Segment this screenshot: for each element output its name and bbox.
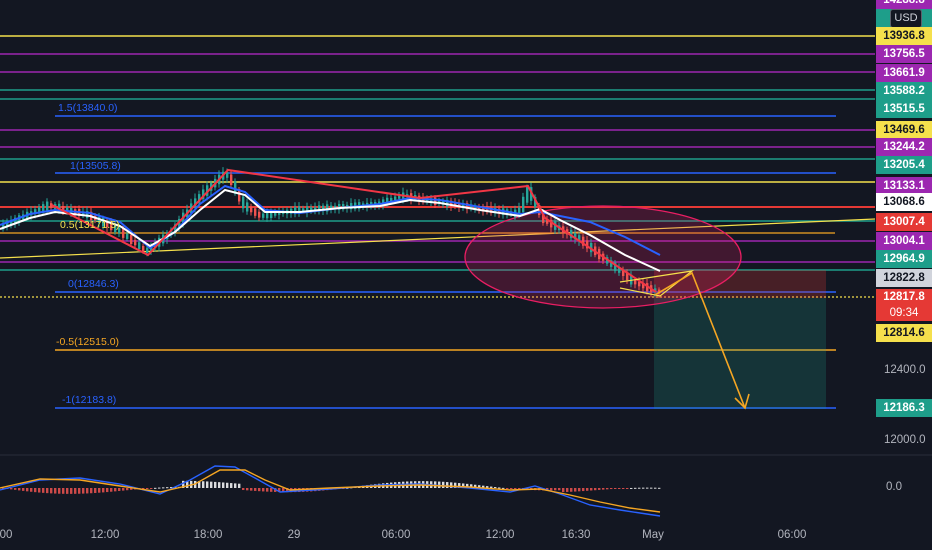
price-tag: 13004.1	[876, 232, 932, 250]
price-tag: 12964.9	[876, 250, 932, 268]
take-profit-zone	[654, 298, 826, 409]
currency-selector[interactable]: USD	[890, 9, 922, 28]
price-tag: 13133.1	[876, 177, 932, 195]
macd-signal-line	[0, 469, 661, 513]
price-tag: 13244.2	[876, 138, 932, 156]
fib-label: 1.5(13840.0)	[58, 102, 118, 114]
fib-label: -0.5(12515.0)	[56, 336, 120, 348]
stop-loss-zone	[654, 270, 826, 298]
ema-white-line	[0, 188, 661, 272]
price-axis-tick: 12000.0	[884, 434, 926, 446]
price-tag: 12186.3	[876, 399, 932, 417]
price-tag: 13068.6	[876, 193, 932, 211]
time-axis-tick: 18:00	[193, 529, 223, 541]
macd-axis-tick: 0.0	[886, 481, 902, 493]
time-axis-tick: 00	[0, 529, 13, 541]
price-tag: 13469.6	[876, 121, 932, 139]
pattern-triangle	[619, 270, 695, 297]
price-tag: 13661.9	[876, 64, 932, 82]
price-tag: 13756.5	[876, 45, 932, 63]
price-tag-top-partial: 14288.8	[876, 0, 932, 9]
price-tag: 12814.6	[876, 324, 932, 342]
fib-lines	[55, 115, 836, 409]
fib-label: -1(12183.8)	[62, 394, 117, 406]
price-tag: 12822.8	[876, 269, 932, 287]
price-tag: 13588.2	[876, 82, 932, 100]
horizontal-levels	[0, 35, 876, 298]
time-axis-tick: 06:00	[381, 529, 411, 541]
time-axis-tick: 12:00	[485, 529, 515, 541]
price-tag: 12817.8	[876, 289, 932, 306]
time-axis-tick: 16:30	[561, 529, 591, 541]
price-tag: 13936.8	[876, 27, 932, 45]
zigzag-pattern	[51, 168, 657, 293]
fib-label: 0(12846.3)	[68, 278, 119, 290]
price-tag: 13515.5	[876, 100, 932, 118]
time-axis-tick: May	[642, 529, 664, 541]
projection-arrowhead	[734, 393, 750, 410]
time-axis-tick: 29	[287, 529, 301, 541]
time-axis-tick: 06:00	[777, 529, 807, 541]
fib-label: 1(13505.8)	[70, 160, 121, 172]
price-tag: 13007.4	[876, 213, 932, 231]
time-axis-tick: 12:00	[90, 529, 120, 541]
price-tag: 13205.4	[876, 156, 932, 174]
price-axis-tick: 12400.0	[884, 364, 926, 376]
projection-path	[654, 271, 746, 409]
bar-countdown: 09:34	[876, 306, 932, 321]
fib-label: 0.5(13171.5)	[60, 219, 120, 231]
